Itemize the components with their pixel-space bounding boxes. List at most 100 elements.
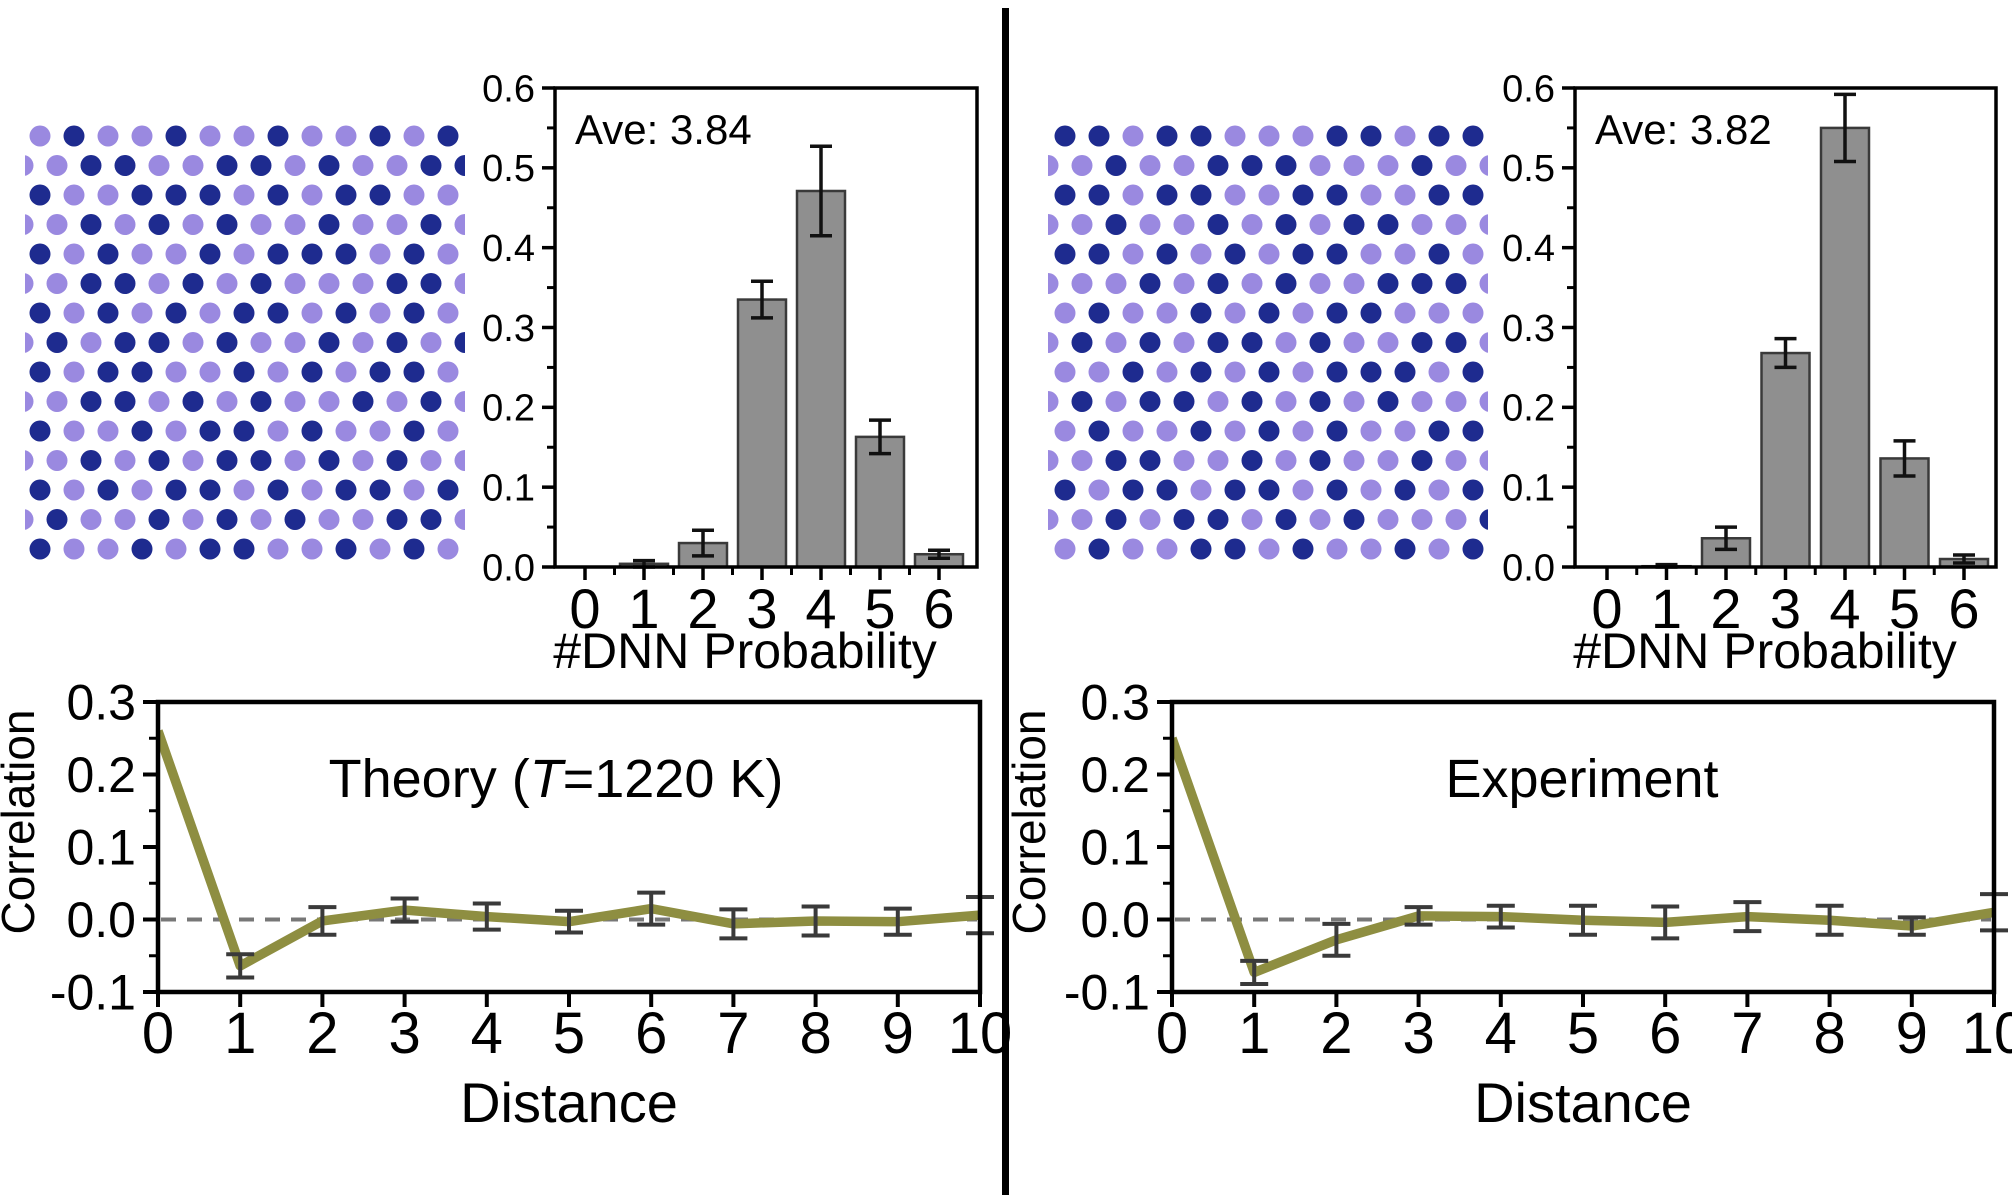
lattice-dot <box>1190 125 1212 147</box>
lattice-dot <box>1156 479 1178 501</box>
error-bar <box>751 279 773 320</box>
lattice-dot <box>1122 302 1144 324</box>
lattice-dot <box>403 302 425 324</box>
lattice-dot <box>1275 391 1297 412</box>
lattice-dot <box>1292 420 1314 442</box>
lattice-dot <box>420 273 442 294</box>
lattice-dot <box>403 361 425 383</box>
lattice-dot <box>25 155 34 176</box>
lattice-dot <box>420 332 442 353</box>
lattice-dot <box>1479 155 1488 176</box>
lattice-dot <box>1428 125 1450 147</box>
lattice-dot <box>233 125 255 147</box>
lattice-dot <box>1088 420 1110 442</box>
lattice-dot <box>1428 184 1450 206</box>
lattice-dot <box>199 361 221 383</box>
lattice-dot <box>114 155 136 176</box>
lattice-dot <box>318 450 340 471</box>
x-tick-label: 3 <box>746 577 777 640</box>
lattice-dot <box>80 155 102 176</box>
y-tick-label: -0.1 <box>1064 965 1150 1021</box>
bar <box>1760 351 1811 569</box>
lattice-dot <box>1088 479 1110 501</box>
lattice-dot <box>1462 538 1484 560</box>
x-tick-label: 7 <box>1731 1001 1763 1066</box>
lattice-dot <box>1377 509 1399 530</box>
x-tick-label: 2 <box>687 577 718 640</box>
lattice-dot <box>267 361 289 383</box>
lattice-dot <box>284 214 306 235</box>
lattice-dot <box>216 332 238 353</box>
lattice-dot <box>1048 391 1059 412</box>
lattice-dot <box>1360 243 1382 265</box>
lattice-dot <box>25 332 34 353</box>
lattice-dot <box>182 332 204 353</box>
y-tick-label: 0.4 <box>482 228 535 270</box>
lattice-dot <box>1275 509 1297 530</box>
lattice-dot <box>1360 538 1382 560</box>
lattice-dot <box>29 479 51 501</box>
correlation-chart-theory: -0.1 0.0 0.1 0.2 0.3 0 1 2 3 4 5 6 7 8 9 10 Distance Corr… <box>0 675 1012 1135</box>
lattice-dot <box>131 479 153 501</box>
lattice-dot <box>199 184 221 206</box>
lattice-dot <box>25 509 34 530</box>
lattice-dot <box>80 214 102 235</box>
lattice-dot <box>250 509 272 530</box>
theory-lattice <box>25 125 465 560</box>
lattice-dot <box>80 332 102 353</box>
error-bar <box>1953 553 1975 565</box>
lattice-dot <box>1343 509 1365 530</box>
lattice-dot <box>114 450 136 471</box>
lattice-dot <box>420 450 442 471</box>
lattice-dot <box>165 361 187 383</box>
lattice-dot <box>335 243 357 265</box>
lattice-dot <box>182 155 204 176</box>
x-tick-label: 6 <box>1649 1001 1681 1066</box>
lattice-dot <box>1479 391 1488 412</box>
lattice-dot <box>1054 184 1076 206</box>
lattice-dot <box>1207 273 1229 294</box>
lattice-dot <box>454 214 465 235</box>
lattice-dot <box>1105 391 1127 412</box>
lattice-dot <box>437 302 459 324</box>
x-tick-label: 8 <box>799 1001 831 1066</box>
lattice-dot <box>1139 155 1161 176</box>
lattice-dot <box>29 538 51 560</box>
lattice-dot <box>454 509 465 530</box>
lattice-dot <box>1377 214 1399 235</box>
lattice-dot <box>1360 125 1382 147</box>
lattice-dot <box>1156 243 1178 265</box>
lattice-dot <box>437 420 459 442</box>
lattice-dot <box>29 125 51 147</box>
lattice-dot <box>80 450 102 471</box>
lattice-dot <box>403 125 425 147</box>
lattice-dot <box>165 538 187 560</box>
lattice-dot <box>25 214 34 235</box>
lattice-dot <box>131 184 153 206</box>
lattice-dot <box>63 184 85 206</box>
lattice-dot <box>267 302 289 324</box>
lattice-dot <box>165 302 187 324</box>
bar <box>854 435 906 569</box>
experiment-lattice <box>1048 125 1488 560</box>
lattice-dot <box>1326 302 1348 324</box>
lattice-dot <box>1292 125 1314 147</box>
y-tick-label: 0.1 <box>1080 820 1150 876</box>
lattice-dot <box>165 184 187 206</box>
lattice-dot <box>182 509 204 530</box>
lattice-dot <box>182 273 204 294</box>
lattice-dot <box>1071 214 1093 235</box>
lattice-dot <box>1054 125 1076 147</box>
lattice-dot <box>1309 273 1331 294</box>
lattice-dot <box>1207 155 1229 176</box>
lattice-dot <box>1445 332 1467 353</box>
lattice-dot <box>1326 125 1348 147</box>
lattice-dot <box>1088 361 1110 383</box>
lattice-dot <box>165 125 187 147</box>
lattice-dot <box>1411 509 1433 530</box>
bar-chart-theory: 0.0 0.1 0.2 0.3 0.4 0.5 0.6 0 1 2 3 4 5 6#DNN Probabi… <box>482 68 979 679</box>
lattice-dot <box>1428 538 1450 560</box>
lattice-dot <box>301 479 323 501</box>
lattice-dot <box>1309 155 1331 176</box>
lattice-dot <box>403 479 425 501</box>
